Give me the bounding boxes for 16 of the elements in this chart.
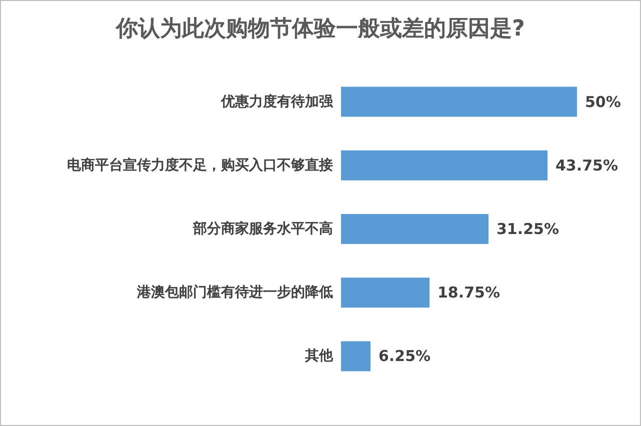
y-tick-label: 其他 — [304, 348, 334, 364]
bar — [341, 278, 430, 308]
data-label: 43.75% — [556, 156, 618, 174]
y-tick-label: 优惠力度有待加强 — [220, 92, 334, 110]
bar — [341, 86, 577, 117]
y-tick-label: 部分商家服务水平不高 — [192, 220, 333, 237]
data-label: 6.25% — [378, 347, 431, 366]
y-tick-label: 电商平台宣传力度不足，购买入口不够直接 — [67, 156, 333, 174]
data-label: 18.75% — [438, 284, 500, 302]
bar — [341, 214, 488, 244]
bar — [341, 341, 370, 372]
bar — [341, 150, 548, 180]
data-label: 31.25% — [496, 220, 559, 238]
y-tick-label: 港澳包邮门槛有待进一步的降低 — [136, 284, 333, 301]
data-label: 50% — [585, 92, 621, 111]
chart-title: 你认为此次购物节体验一般或差的原因是? — [115, 16, 525, 42]
